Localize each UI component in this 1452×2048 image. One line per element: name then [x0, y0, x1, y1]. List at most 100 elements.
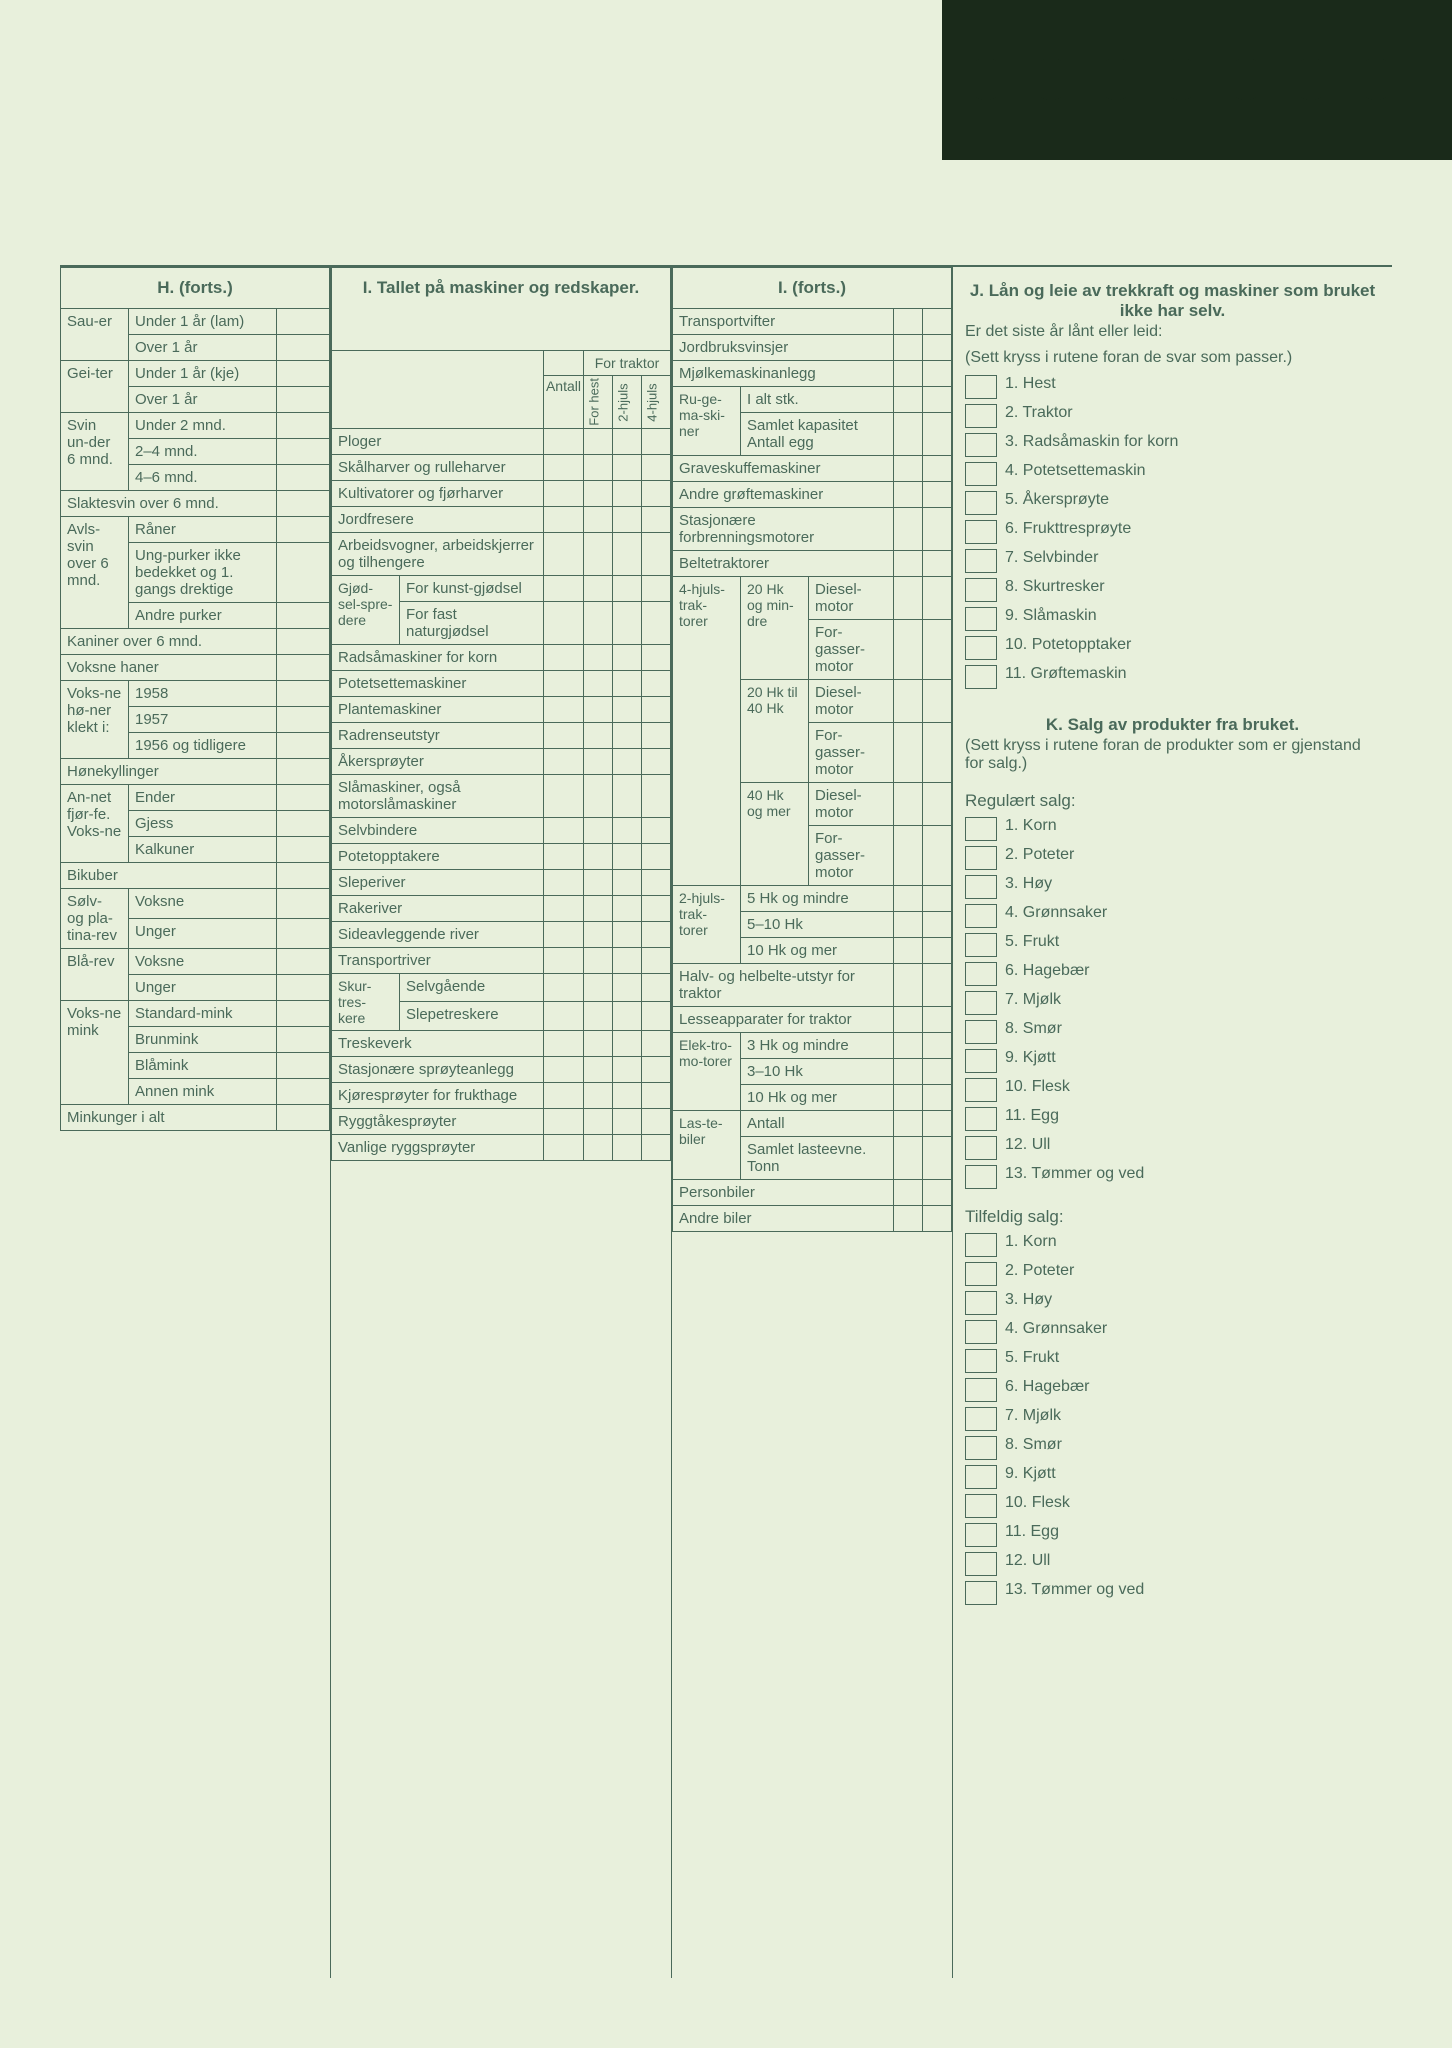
h-value[interactable]: [277, 1053, 330, 1079]
h-value[interactable]: [277, 1105, 330, 1131]
i-val[interactable]: [584, 1108, 613, 1134]
i2-val[interactable]: [894, 826, 923, 886]
i-val[interactable]: [613, 843, 642, 869]
i-val[interactable]: [642, 817, 671, 843]
i-val[interactable]: [543, 817, 583, 843]
i-val[interactable]: [543, 696, 583, 722]
i-val[interactable]: [584, 921, 613, 947]
i-val[interactable]: [642, 947, 671, 973]
i-val[interactable]: [584, 670, 613, 696]
i-val[interactable]: [584, 575, 613, 601]
i2-val[interactable]: [923, 361, 952, 387]
i-val[interactable]: [613, 1056, 642, 1082]
i2-val[interactable]: [923, 680, 952, 723]
checkbox[interactable]: [965, 1581, 997, 1605]
i-val[interactable]: [642, 869, 671, 895]
h-value[interactable]: [277, 707, 330, 733]
checkbox[interactable]: [965, 1407, 997, 1431]
i-val[interactable]: [613, 947, 642, 973]
i-val[interactable]: [543, 428, 583, 454]
checkbox[interactable]: [965, 1494, 997, 1518]
i-val[interactable]: [613, 601, 642, 644]
i-val[interactable]: [642, 1030, 671, 1056]
i2-val[interactable]: [894, 783, 923, 826]
h-value[interactable]: [277, 361, 330, 387]
i-val[interactable]: [642, 670, 671, 696]
i2-val[interactable]: [894, 361, 923, 387]
i-val[interactable]: [543, 601, 583, 644]
i2-val[interactable]: [923, 456, 952, 482]
i-val[interactable]: [642, 1002, 671, 1031]
i2-val[interactable]: [894, 1180, 923, 1206]
i2-val[interactable]: [923, 577, 952, 620]
i-val[interactable]: [543, 774, 583, 817]
i-val[interactable]: [642, 921, 671, 947]
i-val[interactable]: [613, 774, 642, 817]
h-value[interactable]: [277, 919, 330, 949]
i-val[interactable]: [642, 1134, 671, 1160]
i-val[interactable]: [613, 454, 642, 480]
checkbox[interactable]: [965, 1378, 997, 1402]
h-value[interactable]: [277, 439, 330, 465]
i-val[interactable]: [613, 480, 642, 506]
i-val[interactable]: [543, 644, 583, 670]
checkbox[interactable]: [965, 1020, 997, 1044]
checkbox[interactable]: [965, 1136, 997, 1160]
i2-val[interactable]: [923, 783, 952, 826]
i-val[interactable]: [642, 1056, 671, 1082]
i-val[interactable]: [613, 895, 642, 921]
i-val[interactable]: [543, 1108, 583, 1134]
i-val[interactable]: [613, 1134, 642, 1160]
i2-val[interactable]: [923, 482, 952, 508]
i-val[interactable]: [642, 644, 671, 670]
i-val[interactable]: [584, 644, 613, 670]
checkbox[interactable]: [965, 991, 997, 1015]
i-val[interactable]: [584, 601, 613, 644]
i-val[interactable]: [642, 532, 671, 575]
i-val[interactable]: [584, 722, 613, 748]
i2-val[interactable]: [894, 1059, 923, 1085]
i2-val[interactable]: [923, 551, 952, 577]
checkbox[interactable]: [965, 549, 997, 573]
i-val[interactable]: [642, 973, 671, 1002]
i-val[interactable]: [584, 532, 613, 575]
i2-val[interactable]: [894, 723, 923, 783]
i2-val[interactable]: [894, 482, 923, 508]
i-val[interactable]: [543, 532, 583, 575]
i2-val[interactable]: [894, 413, 923, 456]
i-val[interactable]: [642, 696, 671, 722]
checkbox[interactable]: [965, 491, 997, 515]
i-val[interactable]: [543, 843, 583, 869]
i2-val[interactable]: [894, 1085, 923, 1111]
checkbox[interactable]: [965, 962, 997, 986]
i-val[interactable]: [613, 921, 642, 947]
i2-val[interactable]: [923, 387, 952, 413]
h-value[interactable]: [277, 465, 330, 491]
checkbox[interactable]: [965, 1465, 997, 1489]
i-val[interactable]: [584, 947, 613, 973]
i-val[interactable]: [642, 454, 671, 480]
checkbox[interactable]: [965, 1049, 997, 1073]
checkbox[interactable]: [965, 1349, 997, 1373]
checkbox[interactable]: [965, 1436, 997, 1460]
i2-val[interactable]: [894, 1137, 923, 1180]
i-val[interactable]: [613, 973, 642, 1002]
i-val[interactable]: [543, 454, 583, 480]
i2-val[interactable]: [923, 912, 952, 938]
i2-val[interactable]: [894, 508, 923, 551]
i-val[interactable]: [543, 506, 583, 532]
i-val[interactable]: [584, 843, 613, 869]
i-val[interactable]: [642, 748, 671, 774]
i2-val[interactable]: [923, 938, 952, 964]
h-value[interactable]: [277, 889, 330, 919]
h-value[interactable]: [277, 387, 330, 413]
h-value[interactable]: [277, 335, 330, 361]
i2-val[interactable]: [923, 1137, 952, 1180]
i2-val[interactable]: [894, 680, 923, 723]
i-val[interactable]: [613, 575, 642, 601]
i2-val[interactable]: [894, 620, 923, 680]
checkbox[interactable]: [965, 607, 997, 631]
checkbox[interactable]: [965, 1523, 997, 1547]
i-val[interactable]: [613, 748, 642, 774]
h-value[interactable]: [277, 681, 330, 707]
